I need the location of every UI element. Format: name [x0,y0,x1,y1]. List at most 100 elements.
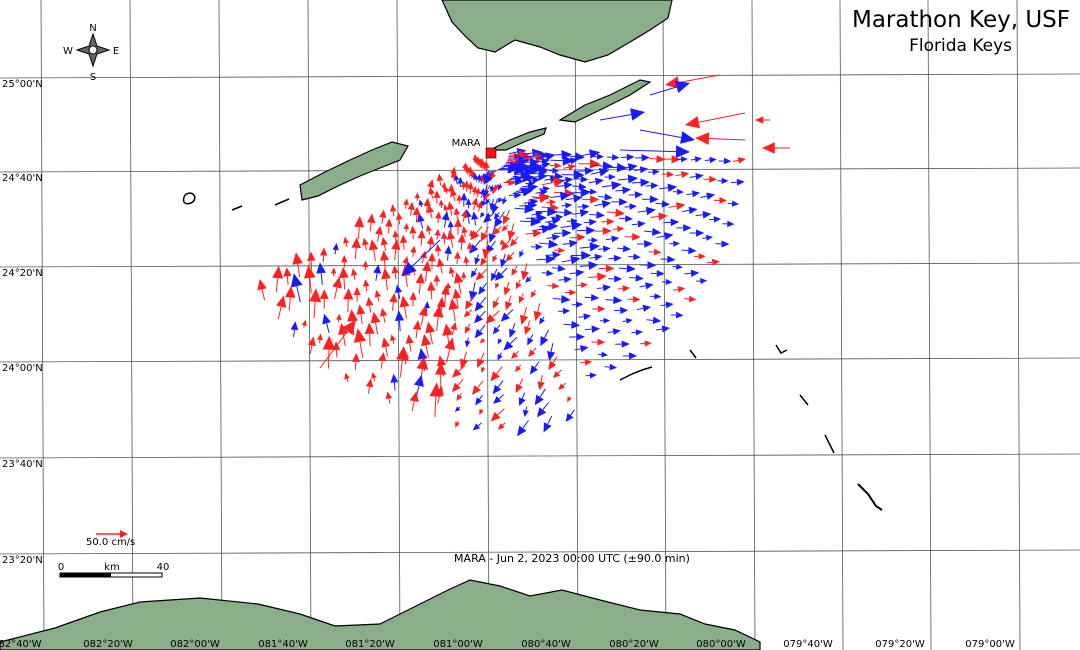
current-vector-head [417,348,428,360]
current-vector [506,281,510,289]
current-vector-head [530,291,537,298]
current-vector [489,170,493,177]
current-vector [659,187,669,190]
current-vector [519,220,531,223]
current-vector [434,396,437,418]
current-vector-head [611,181,622,190]
current-vector-head [453,207,461,215]
current-vector-head [688,295,697,303]
current-vector [655,328,663,331]
current-vector-head [617,225,625,233]
current-vector [483,254,488,260]
current-vector [451,173,454,179]
current-vector-head [658,212,668,221]
current-vector-head [540,336,549,347]
current-vector-head [580,345,589,353]
current-vector-head [694,156,703,163]
current-vector-head [671,155,681,164]
current-vector [706,261,713,264]
current-vector [556,211,565,213]
current-vector-head [546,350,556,361]
current-vector [469,295,474,303]
current-vector [557,369,562,374]
current-vector-head [522,187,534,197]
current-vector-head [433,190,441,198]
current-vector-head [316,262,326,274]
current-vector-head [338,323,349,336]
current-vector [399,359,403,378]
current-vector-head [365,378,374,388]
current-vector-head [344,372,350,380]
current-vector-head [705,234,714,241]
current-vector [286,276,289,285]
current-vector-head [366,213,376,224]
current-vector-head [422,260,432,272]
cuba [0,579,761,650]
current-vector-head [688,206,698,215]
current-vector-head [667,183,678,192]
current-vector-head [503,340,514,351]
current-vector [458,365,466,372]
current-vector [360,314,363,324]
current-vector [334,249,337,255]
current-vector-head [519,314,529,326]
current-vector [425,345,429,358]
current-vector [536,258,547,261]
current-vector [428,230,431,235]
current-vector-head [614,275,623,283]
current-vector-head [418,305,428,317]
current-vector [393,382,396,391]
current-vector [369,305,372,313]
current-vector [531,213,537,216]
current-vector [411,239,441,267]
current-vector-head [573,169,585,180]
current-vector [569,272,577,275]
current-vector [579,265,589,267]
current-vector-head [488,233,497,243]
current-vector [522,152,533,155]
current-vector-head [490,371,500,382]
current-vector-head [354,216,365,228]
current-vector-head [723,157,732,165]
current-vector-head [454,406,461,412]
current-vector-head [319,247,328,256]
current-vector [551,267,559,269]
current-vector-head [522,172,534,183]
current-vector-head [570,255,581,265]
current-vector [495,296,499,303]
current-vector [542,316,545,320]
current-vector [398,292,401,299]
longitude-line [662,0,667,650]
current-vector-head [552,251,562,259]
current-vector-head [579,209,590,218]
current-vector [655,202,663,205]
scale-bar-start: 0 [58,562,64,573]
current-vector [565,198,574,201]
current-vector-head [721,177,729,184]
current-vector [521,293,524,298]
current-vector-head [580,175,589,183]
current-vector [639,129,682,138]
current-vector-head [606,218,615,226]
current-vector [497,212,500,215]
current-vector-head [525,276,532,283]
current-vector-head [621,340,630,348]
current-vector [453,176,456,182]
current-vector-head [336,313,342,321]
current-vector-head [541,161,551,169]
current-vector [537,303,541,312]
current-vector-head [503,286,511,296]
current-vector [410,209,412,216]
current-vector-head [520,270,529,281]
current-vector [357,227,360,240]
current-vector-head [615,208,625,217]
current-vector-head [629,203,637,210]
current-vector [458,282,462,294]
current-vector-head [622,285,631,292]
current-vector [467,323,471,328]
current-vector [296,286,301,303]
current-vector-head [589,188,598,195]
current-vector-head [665,301,674,309]
current-vector-head [711,258,720,266]
